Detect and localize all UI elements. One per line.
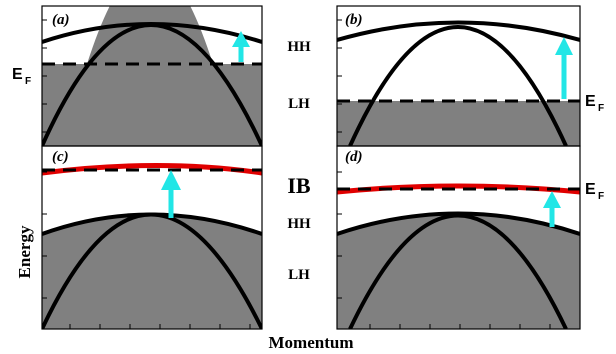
fermi-label-d: E F — [585, 181, 604, 202]
svg-text:E: E — [12, 66, 23, 83]
band-label-hh-bottom: HH — [287, 216, 311, 232]
filled-states-region — [337, 213, 580, 329]
transition-arrow — [555, 37, 573, 99]
transition-arrow — [543, 191, 561, 227]
band-label-lh-bottom: LH — [288, 267, 310, 283]
band-label-lh-top: LH — [288, 96, 310, 112]
x-axis-label: Momentum — [269, 333, 354, 352]
svg-text:F: F — [598, 103, 604, 114]
axis-ticks — [42, 19, 551, 329]
transition-arrow — [232, 31, 250, 62]
panel-d-label: (d) — [345, 149, 363, 165]
fermi-label-b: E F — [585, 93, 604, 114]
filled-states-region — [337, 101, 580, 146]
panel-a — [42, 6, 262, 146]
band-label-ib: IB — [287, 173, 311, 198]
panel-b-label: (b) — [345, 12, 363, 28]
panel-d-frame — [336, 145, 581, 330]
panel-c-frame — [41, 145, 263, 330]
svg-text:F: F — [25, 76, 31, 87]
panel-a-label: (a) — [52, 12, 70, 28]
light-hole-band — [42, 23, 262, 146]
light-hole-band — [348, 213, 568, 329]
svg-text:E: E — [585, 93, 596, 110]
transition-arrow — [161, 170, 181, 218]
y-axis-label: Energy — [15, 225, 34, 278]
panel-b — [337, 20, 580, 146]
fermi-label-a: E F — [12, 66, 31, 87]
panel-c — [42, 163, 262, 329]
panel-c-label: (c) — [52, 149, 69, 165]
impurity-band — [337, 183, 580, 195]
heavy-hole-band — [337, 20, 580, 42]
filled-states-region — [42, 6, 262, 146]
svg-text:E: E — [585, 181, 596, 198]
band-label-hh-top: HH — [287, 39, 311, 55]
svg-text:F: F — [598, 191, 604, 202]
light-hole-band — [348, 25, 568, 146]
panel-d — [337, 183, 580, 329]
light-hole-band — [42, 212, 262, 329]
